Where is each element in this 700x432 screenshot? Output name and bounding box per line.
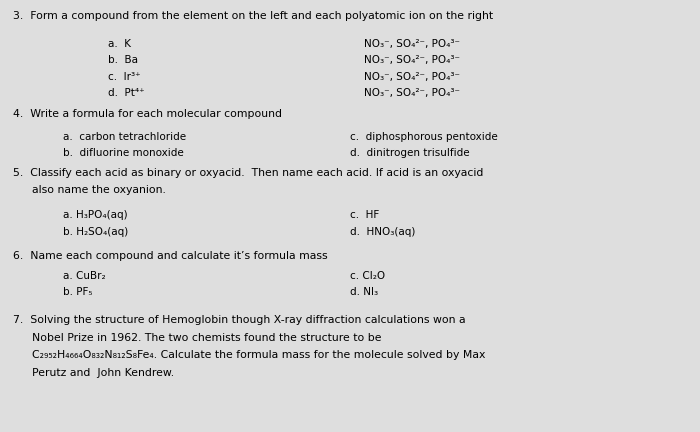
Text: c.  diphosphorous pentoxide: c. diphosphorous pentoxide xyxy=(350,132,498,142)
Text: NO₃⁻, SO₄²⁻, PO₄³⁻: NO₃⁻, SO₄²⁻, PO₄³⁻ xyxy=(364,55,460,65)
Text: d.  Pt⁴⁺: d. Pt⁴⁺ xyxy=(108,88,145,98)
Text: 5.  Classify each acid as binary or oxyacid.  Then name each acid. If acid is an: 5. Classify each acid as binary or oxyac… xyxy=(13,168,483,178)
Text: C₂₉₅₂H₄₆₆₄O₈₃₂N₈₁₂S₈Fe₄. Calculate the formula mass for the molecule solved by M: C₂₉₅₂H₄₆₆₄O₈₃₂N₈₁₂S₈Fe₄. Calculate the f… xyxy=(32,350,485,360)
Text: 6.  Name each compound and calculate it’s formula mass: 6. Name each compound and calculate it’s… xyxy=(13,251,327,260)
Text: b.  difluorine monoxide: b. difluorine monoxide xyxy=(63,148,183,158)
Text: a.  carbon tetrachloride: a. carbon tetrachloride xyxy=(63,132,186,142)
Text: Perutz and  John Kendrew.: Perutz and John Kendrew. xyxy=(32,368,174,378)
Text: c.  Ir³⁺: c. Ir³⁺ xyxy=(108,72,141,82)
Text: d.  dinitrogen trisulfide: d. dinitrogen trisulfide xyxy=(350,148,470,158)
Text: c.  HF: c. HF xyxy=(350,210,379,219)
Text: d.  HNO₃(aq): d. HNO₃(aq) xyxy=(350,227,415,237)
Text: a.  K: a. K xyxy=(108,39,132,49)
Text: 4.  Write a formula for each molecular compound: 4. Write a formula for each molecular co… xyxy=(13,109,281,119)
Text: NO₃⁻, SO₄²⁻, PO₄³⁻: NO₃⁻, SO₄²⁻, PO₄³⁻ xyxy=(364,39,460,49)
Text: d. NI₃: d. NI₃ xyxy=(350,287,378,297)
Text: NO₃⁻, SO₄²⁻, PO₄³⁻: NO₃⁻, SO₄²⁻, PO₄³⁻ xyxy=(364,72,460,82)
Text: Nobel Prize in 1962. The two chemists found the structure to be: Nobel Prize in 1962. The two chemists fo… xyxy=(32,333,381,343)
Text: b. PF₅: b. PF₅ xyxy=(63,287,92,297)
Text: a. CuBr₂: a. CuBr₂ xyxy=(63,271,106,281)
Text: also name the oxyanion.: also name the oxyanion. xyxy=(32,185,165,195)
Text: b. H₂SO₄(aq): b. H₂SO₄(aq) xyxy=(63,227,128,237)
Text: b.  Ba: b. Ba xyxy=(108,55,139,65)
Text: a. H₃PO₄(aq): a. H₃PO₄(aq) xyxy=(63,210,127,219)
Text: 7.  Solving the structure of Hemoglobin though X-ray diffraction calculations wo: 7. Solving the structure of Hemoglobin t… xyxy=(13,315,466,325)
Text: c. Cl₂O: c. Cl₂O xyxy=(350,271,385,281)
Text: NO₃⁻, SO₄²⁻, PO₄³⁻: NO₃⁻, SO₄²⁻, PO₄³⁻ xyxy=(364,88,460,98)
Text: 3.  Form a compound from the element on the left and each polyatomic ion on the : 3. Form a compound from the element on t… xyxy=(13,11,493,21)
